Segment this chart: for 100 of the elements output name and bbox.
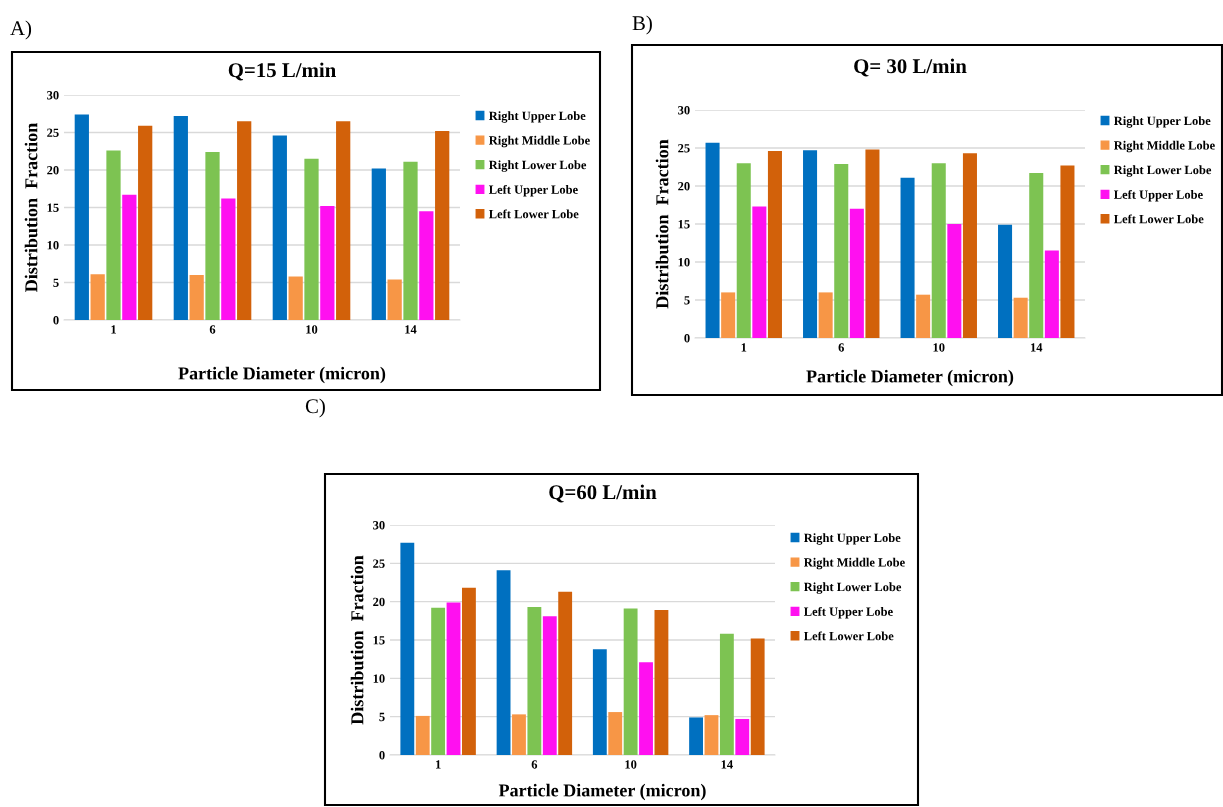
x-tick-label: 14: [405, 325, 417, 334]
legend-label: Right Middle Lobe: [803, 557, 905, 570]
x-axis-title: Particle Diameter (micron): [806, 369, 1014, 387]
y-tick-label: 10: [47, 241, 59, 250]
bar: [931, 163, 946, 338]
bar: [431, 607, 446, 755]
bar: [435, 131, 450, 320]
bar: [387, 279, 402, 320]
bar: [752, 206, 767, 338]
y-tick-label: 5: [379, 712, 385, 722]
y-tick-label: 15: [373, 636, 385, 645]
bar: [527, 607, 542, 755]
legend-label: Right Upper Lobe: [803, 533, 901, 545]
chart-title: Q= 30 L/min: [854, 58, 967, 77]
bar: [542, 616, 557, 755]
x-axis-title: Particle Diameter (micron): [178, 366, 386, 384]
x-tick-label: 10: [306, 325, 318, 334]
bar: [916, 294, 931, 338]
bar: [998, 224, 1013, 338]
bar: [237, 121, 252, 320]
y-axis-title: Distribution Fraction: [655, 139, 669, 309]
bar: [74, 114, 89, 320]
y-tick-label: 25: [47, 128, 59, 137]
chart-title: Q=60 L/min: [549, 484, 657, 503]
bar: [221, 198, 236, 320]
x-tick-label: 1: [111, 325, 116, 334]
legend-label: Right Lower Lobe: [803, 582, 902, 594]
y-tick-label: 20: [678, 182, 690, 191]
bar: [962, 153, 977, 338]
x-tick-label: 14: [721, 760, 733, 769]
y-tick-label: 15: [678, 220, 690, 229]
bar: [512, 714, 526, 755]
bar: [1044, 250, 1059, 338]
bar: [558, 591, 573, 755]
chart-title: Q=15 L/min: [228, 62, 336, 81]
y-tick-label: 10: [678, 258, 690, 267]
x-tick-label: 14: [1031, 343, 1043, 352]
bar: [736, 163, 751, 338]
bar: [122, 194, 137, 320]
bar: [818, 292, 833, 338]
bar: [272, 135, 287, 320]
y-tick-label: 30: [47, 91, 59, 100]
bar: [371, 168, 386, 320]
bar: [462, 587, 476, 755]
bar: [849, 208, 864, 338]
bar: [735, 718, 750, 755]
text: A): [10, 20, 32, 40]
bar: [803, 150, 818, 338]
legend-label: Right Upper Lobe: [488, 111, 586, 123]
bar: [834, 163, 849, 338]
bar: [623, 608, 638, 755]
y-tick-label: 5: [684, 296, 690, 305]
bar: [415, 715, 430, 755]
legend-label: Right Upper Lobe: [1113, 116, 1211, 128]
legend-label: Right Middle Lobe: [1113, 140, 1215, 153]
bar: [419, 211, 434, 320]
x-tick-label: 10: [933, 343, 945, 352]
bar: [189, 275, 204, 320]
legend-label: Left Lower Lobe: [1113, 214, 1204, 224]
legend-label: Left Lower Lobe: [803, 631, 894, 641]
bar: [403, 161, 418, 320]
bar: [138, 125, 153, 320]
text: B): [632, 15, 652, 35]
bar: [704, 715, 719, 755]
y-axis-title: Distribution Fraction: [350, 555, 364, 725]
bar: [721, 292, 736, 338]
bar: [767, 151, 782, 338]
bar: [947, 224, 962, 338]
y-tick-label: 25: [678, 144, 690, 153]
y-tick-label: 25: [373, 559, 385, 568]
legend-label: Left Upper Lobe: [1113, 189, 1203, 202]
x-axis-title: Particle Diameter (micron): [498, 783, 706, 801]
y-axis-title: Distribution Fraction: [24, 123, 38, 292]
bar: [865, 149, 880, 338]
bar: [1029, 173, 1044, 338]
bar: [719, 633, 734, 755]
y-tick-label: 30: [678, 106, 690, 115]
bar: [336, 121, 351, 320]
bar: [900, 177, 915, 338]
x-tick-label: 6: [531, 760, 538, 769]
x-tick-label: 6: [209, 325, 216, 334]
bar: [705, 142, 720, 338]
bar: [90, 274, 105, 320]
x-tick-label: 1: [741, 343, 747, 352]
bar: [320, 206, 335, 320]
bar: [608, 712, 623, 755]
bar: [288, 276, 303, 320]
x-tick-label: 10: [625, 760, 637, 769]
legend-label: Right Lower Lobe: [1113, 165, 1212, 177]
y-tick-label: 15: [47, 203, 59, 212]
bar: [496, 570, 511, 755]
y-tick-label: 20: [47, 166, 59, 175]
bar: [639, 662, 653, 755]
y-tick-label: 20: [373, 597, 385, 607]
x-tick-label: 6: [838, 343, 845, 352]
y-tick-label: 0: [53, 316, 59, 325]
x-tick-label: 1: [436, 760, 441, 769]
bar: [446, 602, 461, 755]
legend-label: Left Lower Lobe: [488, 209, 579, 219]
y-tick-label: 0: [379, 751, 385, 760]
